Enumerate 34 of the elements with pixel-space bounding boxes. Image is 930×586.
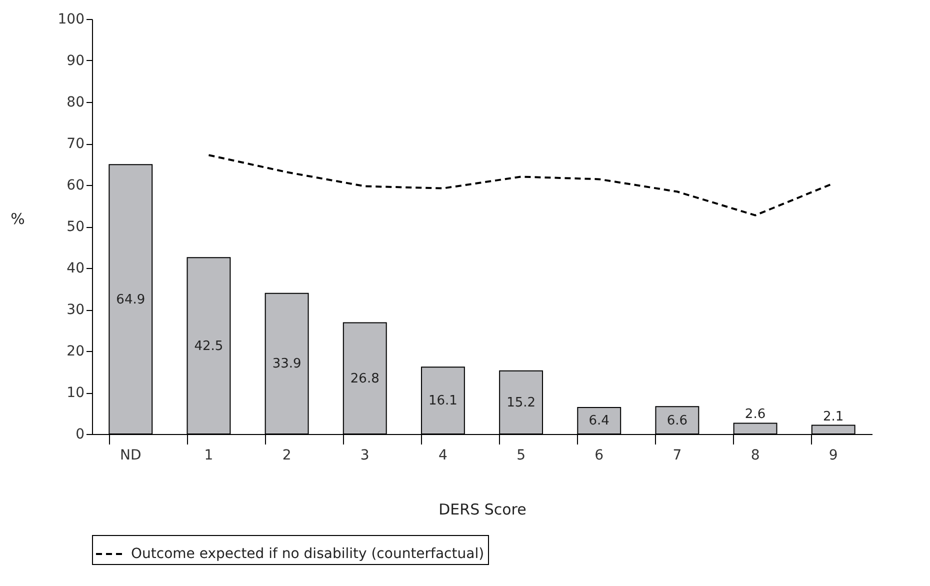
- x-tick-label: ND: [120, 448, 142, 464]
- x-tick-label: 4: [438, 448, 448, 464]
- y-tick-label: 60: [66, 178, 84, 194]
- y-tick-label: 100: [58, 12, 84, 28]
- data-label: 6.6: [666, 413, 688, 428]
- y-tick-label: 50: [66, 219, 84, 235]
- x-tick-label: 5: [516, 448, 526, 464]
- y-axis-title: %: [10, 210, 25, 228]
- x-tick-label: 3: [360, 448, 370, 464]
- x-tick-label: 9: [828, 448, 838, 464]
- y-tick-label: 70: [66, 136, 84, 152]
- x-tick-label: 6: [594, 448, 604, 464]
- x-tick-label: 7: [672, 448, 682, 464]
- legend-label: Outcome expected if no disability (counterfactual): [131, 546, 484, 562]
- y-tick-label: 90: [66, 53, 84, 69]
- data-label: 42.5: [194, 338, 224, 354]
- x-axis-title: DERS Score: [438, 500, 526, 518]
- y-tick-label: 30: [66, 302, 84, 318]
- data-label: 26.8: [350, 371, 380, 386]
- y-tick-label: 80: [66, 94, 84, 110]
- data-label: 2.6: [744, 407, 766, 422]
- data-label: 2.1: [823, 409, 844, 424]
- y-tick-label: 20: [66, 344, 84, 360]
- y-tick-label: 10: [66, 385, 84, 401]
- x-tick-label: 2: [282, 448, 292, 464]
- x-tick-label: 8: [750, 448, 760, 464]
- data-label: 33.9: [272, 356, 302, 372]
- data-label: 16.1: [428, 394, 458, 409]
- data-label: 6.4: [588, 414, 610, 429]
- data-label: 64.9: [116, 292, 146, 308]
- x-tick-label: 1: [204, 448, 214, 464]
- y-tick-label: 0: [76, 426, 84, 442]
- data-label: 15.2: [506, 395, 536, 410]
- y-tick-label: 40: [66, 260, 84, 276]
